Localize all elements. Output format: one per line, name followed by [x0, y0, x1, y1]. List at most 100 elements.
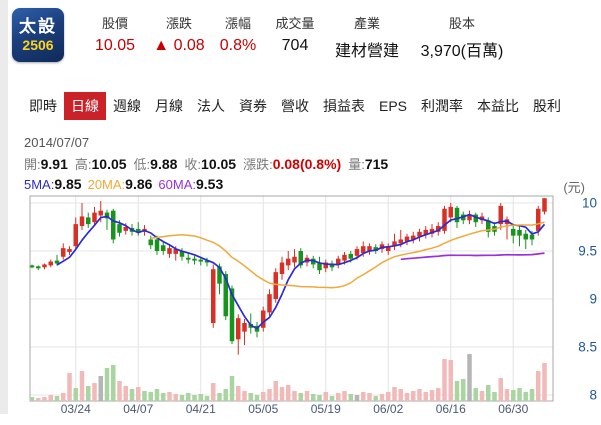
candle-body [429, 228, 435, 234]
price-unit-label: (元) [563, 180, 585, 195]
ohlc-value-change: 0.08(0.8%) [272, 156, 342, 172]
candle-body [398, 239, 403, 244]
x-axis-tick-label: 06/02 [373, 402, 403, 416]
candle-body [423, 229, 428, 235]
volume-bar [42, 397, 47, 401]
tab-margin[interactable]: 資券 [239, 98, 267, 114]
volume-bar [523, 392, 528, 401]
volume-bar [398, 389, 403, 401]
volume-bar [436, 388, 441, 401]
candle-body [436, 226, 441, 232]
candle-body [498, 205, 503, 225]
page-left-margin [0, 0, 8, 414]
candle-body [442, 208, 447, 231]
volume-bar [404, 393, 410, 401]
candle-body [86, 217, 91, 225]
candle-body [73, 224, 78, 247]
ohlc-value-high: 10.05 [91, 156, 127, 172]
volume-bar [104, 368, 110, 401]
candle-body [217, 266, 222, 284]
stat-value-capital: 3,970(百萬) [420, 43, 504, 60]
candle-body [392, 241, 397, 247]
candle-body [198, 259, 203, 262]
tab-dividend[interactable]: 股利 [533, 98, 562, 114]
volume-bar [386, 392, 391, 401]
volume-bar [192, 395, 197, 401]
volume-bar [517, 388, 522, 401]
stat-value-change: ▲ 0.08 [153, 37, 205, 54]
candle-body [211, 269, 216, 323]
stock-header: 太設 2506 股價 10.05 漲跌 ▲ 0.08 漲幅 0.8% 成交量 704 產業 建材營… [8, 0, 601, 62]
y-axis-tick-label: 9.5 [578, 244, 597, 259]
candle-body [36, 266, 41, 269]
candle-body [192, 258, 197, 261]
candle-body [242, 323, 247, 332]
candle-body [223, 274, 228, 317]
volume-bar [336, 393, 341, 401]
volume-bar [236, 386, 241, 401]
volume-bar [79, 371, 85, 401]
x-axis-tick-label: 05/19 [311, 402, 341, 416]
volume-bar [411, 391, 416, 401]
volume-bar [123, 386, 128, 401]
candle-body [542, 198, 547, 212]
tab-eps[interactable]: EPS [379, 98, 408, 114]
ma-value-ma60: 9.53 [196, 176, 224, 192]
candle-body [123, 227, 128, 231]
candle-body [536, 208, 541, 231]
tab-realtime[interactable]: 即時 [29, 98, 57, 114]
tab-institutional[interactable]: 法人 [197, 98, 225, 114]
volume-bar [542, 363, 547, 401]
candle-body [404, 236, 410, 242]
tab-weekly[interactable]: 週線 [113, 98, 141, 114]
candle-body [511, 228, 516, 236]
stat-label-capital: 股本 [448, 16, 475, 31]
stat-label-change: 漲跌 [165, 16, 192, 31]
volume-bar [361, 392, 366, 401]
axis-labels: 10 9.5 9 8.5 8 03/24 04/07 04/21 05/05 05/19 06/02… [61, 196, 597, 417]
candle-body [486, 220, 491, 232]
tab-daily[interactable]: 日線 [64, 92, 106, 120]
x-axis-tick-label: 04/07 [123, 402, 153, 416]
candle-body [286, 258, 291, 266]
x-axis-tick-label: 04/21 [186, 402, 216, 416]
x-axis-tick-label: 05/05 [248, 402, 278, 416]
volume-bar [486, 385, 491, 401]
volume-bar [61, 393, 66, 401]
candle-body [261, 310, 266, 328]
ohlc-label-change: 漲跌: [243, 157, 273, 172]
volume-bar [261, 392, 266, 401]
candle-body [273, 272, 278, 299]
ohlc-value-volume: 715 [364, 156, 389, 172]
ma-label-ma60: 60MA: [158, 177, 196, 192]
stat-change: 漲跌 ▲ 0.08 [146, 13, 212, 61]
volume-bar [461, 379, 466, 401]
candlesticks [29, 198, 547, 355]
volume-bar [292, 391, 297, 401]
candle-body [61, 248, 66, 257]
volume-bar [129, 389, 135, 401]
tab-revenue[interactable]: 營收 [281, 98, 309, 114]
volume-bar [248, 393, 253, 401]
volume-bar [111, 365, 116, 401]
volume-bar [173, 394, 178, 401]
volume-bar [242, 391, 247, 401]
ma60-line [400, 252, 545, 261]
volume-bar [511, 390, 516, 401]
ohlc-label-open: 開: [24, 157, 41, 172]
candle-body [111, 210, 116, 240]
candle-body [204, 260, 210, 263]
stock-code: 2506 [22, 36, 54, 53]
tab-profit-margin[interactable]: 利潤率 [421, 98, 464, 114]
tab-monthly[interactable]: 月線 [155, 98, 183, 114]
candle-body [267, 294, 272, 313]
tab-per[interactable]: 本益比 [477, 98, 520, 114]
volume-bar [367, 393, 372, 401]
candle-body [48, 261, 53, 266]
ma-label-ma5: 5MA: [24, 177, 55, 192]
stat-label-change-pct: 漲幅 [224, 16, 251, 31]
candle-body [92, 212, 97, 223]
tab-income-statement[interactable]: 損益表 [323, 98, 365, 114]
ohlc-label-close: 收: [184, 157, 202, 172]
volume-bar [229, 376, 235, 401]
